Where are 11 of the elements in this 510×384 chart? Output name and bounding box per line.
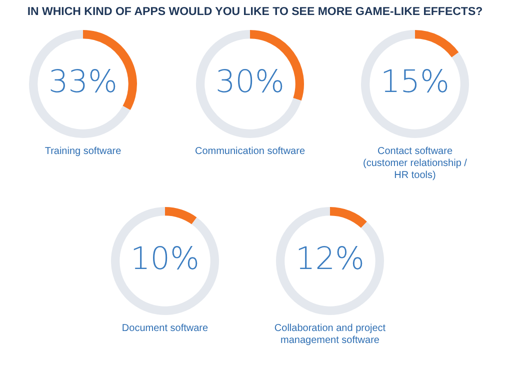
text: Document software [120, 323, 210, 335]
data-label: 30% [216, 64, 284, 100]
text: Contact software (customer relationship / HR tools) [362, 146, 468, 182]
data-label: 15% [380, 64, 450, 100]
text: Collaboration and project management software [273, 323, 387, 347]
data-label: 10% [130, 241, 200, 278]
text: Communication software [194, 146, 306, 158]
data-label: 12% [296, 241, 364, 278]
text: Training software [44, 146, 122, 158]
text: IN WHICH KIND OF APPS WOULD YOU LIKE TO SEE MORE GAME-LIKE EFFECTS? [26, 6, 484, 18]
data-label: 33% [48, 64, 118, 100]
